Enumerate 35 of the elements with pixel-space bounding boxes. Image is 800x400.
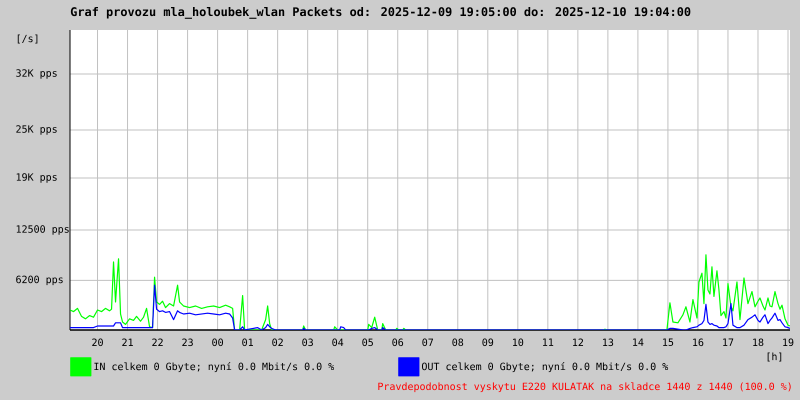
legend-label: IN celkem 0 Gbyte; nyní 0.0 Mbit/s 0.0 % xyxy=(94,362,334,372)
x-tick-label: 06 xyxy=(392,338,404,346)
y-tick-label: 6200 pps xyxy=(16,276,63,286)
x-tick-label: 08 xyxy=(452,338,464,346)
x-tick-label: 14 xyxy=(633,338,644,346)
y-tick-label: 25K pps xyxy=(16,125,57,135)
chart-title: Graf provozu mla_holoubek_wlan Packets od: 2025-12-09 19:05:00 do: 2025-12-10 19:04:00 xyxy=(70,6,690,19)
x-tick-label: 18 xyxy=(753,338,764,346)
text: Pravdepodobnost vyskytu E220 KULATAK na skladce 1440 z 1440 (100.0 %) xyxy=(378,382,791,392)
x-tick-label: 22 xyxy=(152,338,163,346)
x-tick-label: 09 xyxy=(482,338,494,346)
x-tick-label: 20 xyxy=(92,338,103,346)
x-tick-label: 11 xyxy=(543,338,554,346)
y-tick-label: 32K pps xyxy=(16,69,57,79)
x-tick-label: 13 xyxy=(603,338,614,346)
y-axis-title: [/s] xyxy=(18,34,38,44)
x-tick-label: 07 xyxy=(422,338,434,346)
x-tick-label: 12 xyxy=(573,338,584,346)
x-tick-label: 01 xyxy=(242,338,253,346)
y-tick-label: 12500 pps xyxy=(16,225,69,235)
x-tick-label: 19 xyxy=(783,338,794,346)
x-tick-label: 17 xyxy=(723,338,734,346)
y-tick-label: 19K pps xyxy=(16,173,57,183)
x-tick-label: 00 xyxy=(212,338,223,346)
x-tick-label: 05 xyxy=(362,338,373,346)
x-tick-label: 10 xyxy=(513,338,524,346)
legend-label: OUT celkem 0 Gbyte; nyní 0.0 Mbit/s 0.0 % xyxy=(422,362,668,372)
x-tick-label: 02 xyxy=(272,338,283,346)
x-tick-label: 16 xyxy=(693,338,704,346)
x-tick-label: 23 xyxy=(182,338,193,346)
x-axis-title: [h] xyxy=(768,352,782,362)
x-tick-label: 15 xyxy=(663,338,674,346)
x-tick-label: 03 xyxy=(302,338,313,346)
x-tick-label: 04 xyxy=(332,338,344,346)
x-tick-label: 21 xyxy=(122,338,133,346)
